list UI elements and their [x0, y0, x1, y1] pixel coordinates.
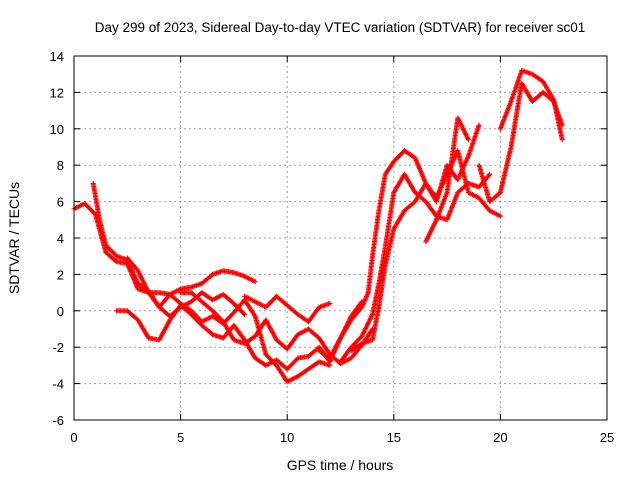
- data-point: [465, 137, 471, 143]
- x-axis-label: GPS time / hours: [287, 457, 394, 473]
- x-tick-label: 25: [600, 430, 614, 445]
- y-tick-label: -4: [52, 377, 64, 392]
- y-tick-label: 8: [57, 158, 64, 173]
- series-trace-i: [348, 122, 482, 354]
- data-point: [327, 301, 333, 307]
- data-point: [476, 122, 482, 128]
- x-tick-label: 20: [493, 430, 507, 445]
- data-point: [252, 279, 258, 285]
- y-tick-label: 4: [57, 231, 64, 246]
- data-point: [497, 213, 503, 219]
- y-tick-label: 10: [50, 122, 64, 137]
- x-tick-label: 0: [70, 430, 77, 445]
- data-point: [487, 171, 493, 177]
- axis-ticks: 0 5 10 15 20 25 -6 -4 -2 0 2 4 6 8 10 12 14: [50, 49, 615, 445]
- y-tick-label: 12: [50, 85, 64, 100]
- data-point: [327, 362, 333, 368]
- y-tick-label: 6: [57, 195, 64, 210]
- y-tick-label: 2: [57, 267, 64, 282]
- data-points: [71, 68, 565, 385]
- x-tick-label: 5: [177, 430, 184, 445]
- data-point: [242, 311, 248, 317]
- x-tick-label: 10: [280, 430, 294, 445]
- y-tick-label: 0: [57, 304, 64, 319]
- data-point: [241, 310, 247, 316]
- chart-title: Day 299 of 2023, Sidereal Day-to-day VTE…: [95, 20, 585, 35]
- grid: [74, 56, 607, 420]
- x-tick-label: 15: [387, 430, 401, 445]
- y-tick-label: -2: [52, 340, 64, 355]
- data-point: [486, 172, 492, 178]
- data-point: [559, 137, 565, 143]
- y-tick-label: 14: [50, 49, 64, 64]
- series-trace-h: [338, 171, 493, 365]
- series-trace-f: [242, 293, 333, 325]
- y-axis-label: SDTVAR / TECUs: [6, 182, 22, 294]
- y-tick-label: -6: [52, 413, 64, 428]
- series-trace-j: [423, 115, 471, 245]
- series-trace-l: [497, 68, 565, 143]
